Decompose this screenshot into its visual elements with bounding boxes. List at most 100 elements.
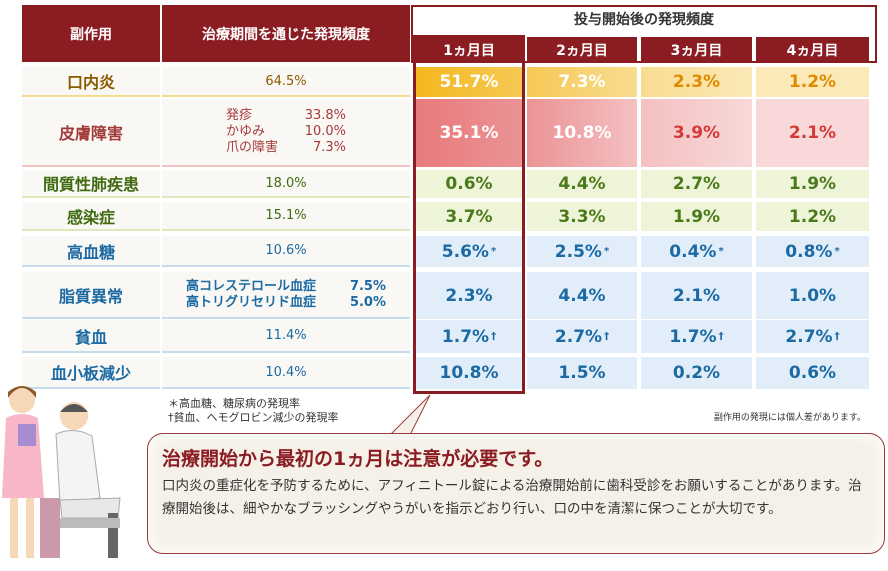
month-1-value: 51.7%	[416, 67, 522, 97]
callout-box: 治療開始から最初の1ヵ月は注意が必要です。 口内炎の重症化を予防するために、アフ…	[147, 433, 885, 554]
sub-item: 爪の障害 7.3%	[226, 140, 346, 156]
sub-item-name: 高トリグリセリド血症	[186, 294, 317, 310]
month-value-text: 2.5%	[554, 241, 602, 262]
sub-item-value: 7.5%	[349, 278, 386, 294]
header-overall: 治療期間を通じた発現頻度	[162, 5, 410, 62]
month-value-text: 4.4%	[558, 285, 606, 306]
month-value-text: 1.0%	[788, 285, 837, 306]
month-1-value: 5.6% *	[416, 236, 522, 267]
month-3-value: 1.9%	[641, 202, 752, 231]
header-month-3: 3ヵ月目	[641, 37, 752, 63]
table-row: 血小板減少 10.4% 10.8% 1.5% 0.2% 0.6%	[0, 357, 888, 389]
sub-item: 高トリグリセリド血症 5.0%	[186, 295, 386, 311]
month-value-text: 1.9%	[788, 174, 837, 194]
month-3-value: 2.1%	[641, 272, 752, 319]
month-4-value: 2.1%	[756, 99, 869, 167]
month-value-text: 2.7%	[785, 326, 833, 347]
month-2-value: 2.7% †	[527, 320, 637, 353]
note-asterisk: ＊高血糖、糖尿病の発現率	[168, 397, 300, 410]
month-value-text: 2.3%	[445, 285, 493, 306]
header-side-effect: 副作用	[22, 5, 160, 62]
month-1-value: 3.7%	[416, 202, 522, 231]
footnote-mark: *	[490, 246, 497, 257]
month-value-text: 0.8%	[785, 241, 833, 262]
month-value-text: 10.8%	[439, 363, 499, 383]
overall-frequency: 64.5%	[162, 67, 410, 97]
overall-value: 10.4%	[265, 364, 307, 380]
month-value-text: 2.1%	[788, 123, 837, 143]
month-value-text: 1.2%	[788, 206, 837, 227]
overall-value: 11.4%	[265, 328, 307, 343]
month-4-value: 2.7% †	[756, 320, 869, 353]
sub-item-name: 爪の障害	[226, 140, 279, 155]
table-row: 皮膚障害 発疹 33.8% かゆみ 10.0% 爪の障害 7.3% 35.1% 10.8% 3.9…	[0, 99, 888, 167]
sub-item-name: 高コレステロール血症	[186, 278, 317, 294]
month-value-text: 1.7%	[441, 326, 490, 347]
footnote-mark: †	[834, 331, 840, 342]
month-value-text: 35.1%	[439, 123, 499, 143]
month-1-value: 10.8%	[416, 357, 522, 389]
month-4-value: 1.2%	[756, 202, 869, 231]
month-value-text: 5.6%	[441, 241, 489, 262]
sub-item-name: かゆみ	[226, 124, 266, 139]
footnote-mark: *	[718, 246, 724, 257]
side-effect-name: 血小板減少	[22, 357, 160, 389]
month-2-value: 3.3%	[527, 202, 637, 231]
month-3-value: 0.2%	[641, 357, 752, 389]
month-value-text: 2.1%	[672, 285, 721, 306]
month-value-text: 1.5%	[558, 363, 606, 383]
month-2-value: 1.5%	[527, 357, 637, 389]
month-value-text: 3.7%	[445, 206, 493, 227]
side-effect-name: 高血糖	[22, 236, 160, 267]
month-value-text: 0.2%	[672, 363, 721, 383]
overall-frequency: 15.1%	[162, 202, 410, 231]
header-month-1: 1ヵ月目	[416, 37, 522, 63]
month-2-value: 4.4%	[527, 170, 637, 198]
month-1-value: 2.3%	[416, 272, 522, 319]
month-3-value: 2.7%	[641, 170, 752, 198]
month-3-value: 1.7% †	[641, 320, 752, 353]
table-row: 口内炎 64.5% 51.7% 7.3% 2.3% 1.2%	[0, 67, 888, 97]
table-row: 感染症 15.1% 3.7% 3.3% 1.9% 1.2%	[0, 202, 888, 231]
month-value-text: 2.7%	[554, 326, 603, 347]
month-value-text: 4.4%	[558, 174, 606, 194]
side-effect-name: 脂質異常	[22, 272, 160, 319]
sub-item: 発疹 33.8%	[226, 108, 346, 124]
overall-frequency: 10.6%	[162, 236, 410, 267]
footnote-mark: †	[604, 331, 610, 342]
month-1-value: 35.1%	[416, 99, 522, 167]
header-after-start-label: 投与開始後の発現頻度	[574, 12, 714, 28]
overall-frequency: 11.4%	[162, 320, 410, 353]
month-2-value: 10.8%	[527, 99, 637, 167]
table-row: 脂質異常 高コレステロール血症 7.5% 高トリグリセリド血症 5.0% 2.3% 4.4%…	[0, 272, 888, 319]
month-4-value: 1.0%	[756, 272, 869, 319]
header-month-4: 4ヵ月目	[756, 37, 869, 63]
month-value-text: 0.6%	[445, 174, 493, 194]
month-value-text: 3.3%	[558, 206, 606, 227]
footnote-mark: *	[603, 246, 610, 257]
month-1-value: 0.6%	[416, 170, 522, 198]
month-4-value: 0.6%	[756, 357, 869, 389]
month-value-text: 1.2%	[788, 72, 837, 92]
overall-frequency: 10.4%	[162, 357, 410, 389]
month-value-text: 1.9%	[672, 206, 721, 227]
header-month-2: 2ヵ月目	[527, 37, 637, 63]
side-effect-name: 感染症	[22, 202, 160, 231]
sub-item-value: 33.8%	[304, 108, 346, 123]
overall-value: 64.5%	[265, 73, 307, 89]
nurse-and-doctor-illustration	[2, 386, 121, 558]
month-3-value: 0.4% *	[641, 236, 752, 267]
sub-item: かゆみ 10.0%	[226, 124, 346, 140]
table-row: 間質性肺疾患 18.0% 0.6% 4.4% 2.7% 1.9%	[0, 170, 888, 198]
month-2-value: 7.3%	[527, 67, 637, 97]
month-4-value: 0.8% *	[756, 236, 869, 267]
sub-item-value: 7.3%	[312, 140, 346, 155]
month-value-text: 0.6%	[788, 363, 837, 383]
month-value-text: 1.7%	[669, 326, 717, 347]
footnote-mark: †	[491, 331, 497, 342]
sub-item-value: 10.0%	[304, 124, 346, 139]
note-individual: 副作用の発現には個人差があります。	[713, 413, 866, 423]
sub-item: 高コレステロール血症 7.5%	[186, 279, 386, 295]
month-value-text: 2.3%	[672, 72, 721, 92]
month-1-value: 1.7% †	[416, 320, 522, 353]
